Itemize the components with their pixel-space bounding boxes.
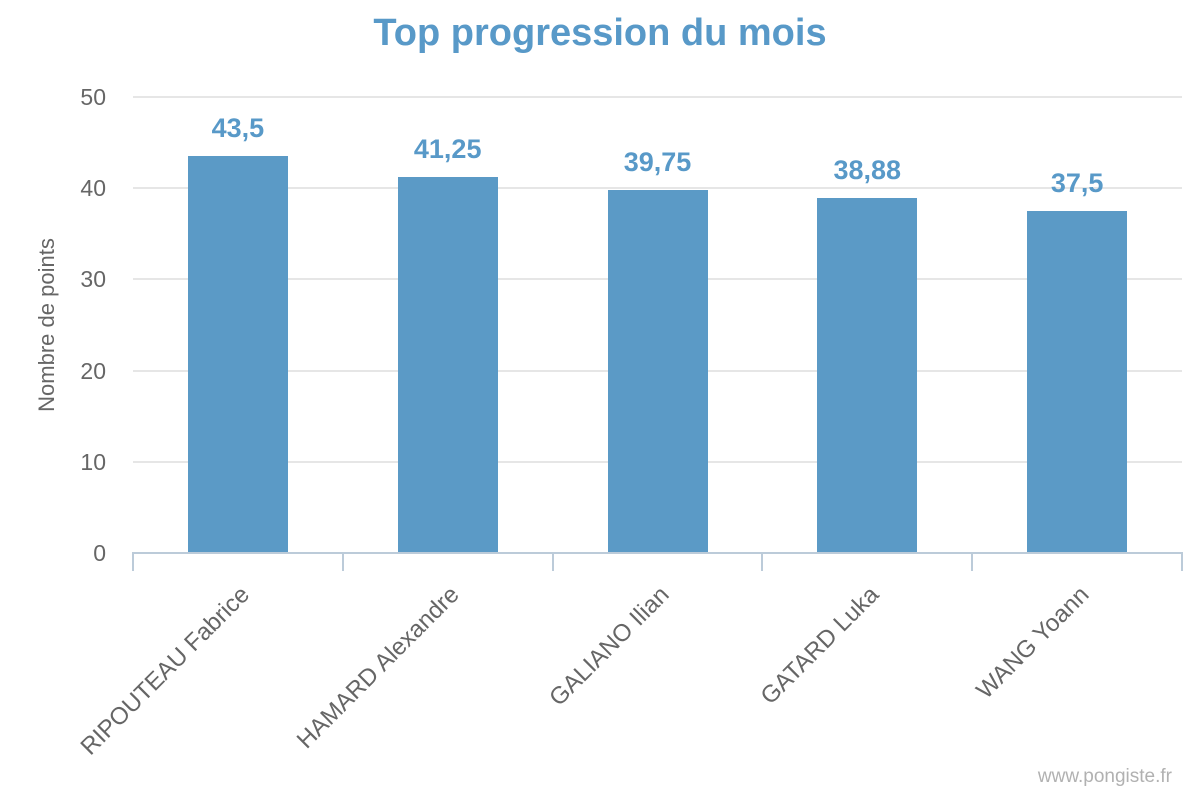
x-axis-category-label: GATARD Luka [755, 581, 885, 710]
x-axis-category-label: WANG Yoann [971, 581, 1095, 705]
bar[interactable] [1027, 211, 1128, 553]
x-axis-category-label: RIPOUTEAU Fabrice [75, 581, 256, 761]
bar-value-label: 39,75 [623, 147, 692, 178]
x-axis-tick [761, 552, 764, 571]
y-axis-tick-label: 40 [80, 175, 106, 202]
x-axis-tick [341, 552, 344, 571]
x-axis-category-label: HAMARD Alexandre [292, 581, 465, 754]
x-axis-tick [132, 552, 134, 571]
bar-value-label: 43,5 [211, 113, 265, 144]
bar[interactable] [187, 156, 288, 553]
y-axis-tick-label: 0 [93, 540, 106, 566]
credits-link[interactable]: www.pongiste.fr [1037, 766, 1172, 787]
bar-value-label: 37,5 [1050, 168, 1104, 198]
bar[interactable] [397, 176, 498, 553]
bar[interactable] [607, 190, 708, 553]
y-axis-tick-label: 50 [80, 84, 106, 110]
x-axis-category-label: GALIANO Ilian [544, 581, 675, 712]
x-axis-tick [1181, 552, 1183, 571]
x-axis-tick [551, 552, 554, 571]
y-axis-tick-label: 20 [80, 357, 106, 384]
bar-value-label: 41,25 [413, 133, 482, 164]
bar[interactable] [817, 198, 918, 553]
x-axis-tick [971, 552, 974, 571]
gridline [133, 187, 1182, 190]
x-axis-line [133, 552, 1182, 554]
y-axis-tick-label: 10 [80, 448, 106, 475]
chart-title: Top progression du mois [373, 12, 827, 54]
gridline [133, 96, 1182, 98]
y-axis-tick-label: 30 [80, 266, 106, 293]
bar-value-label: 38,88 [833, 155, 902, 186]
